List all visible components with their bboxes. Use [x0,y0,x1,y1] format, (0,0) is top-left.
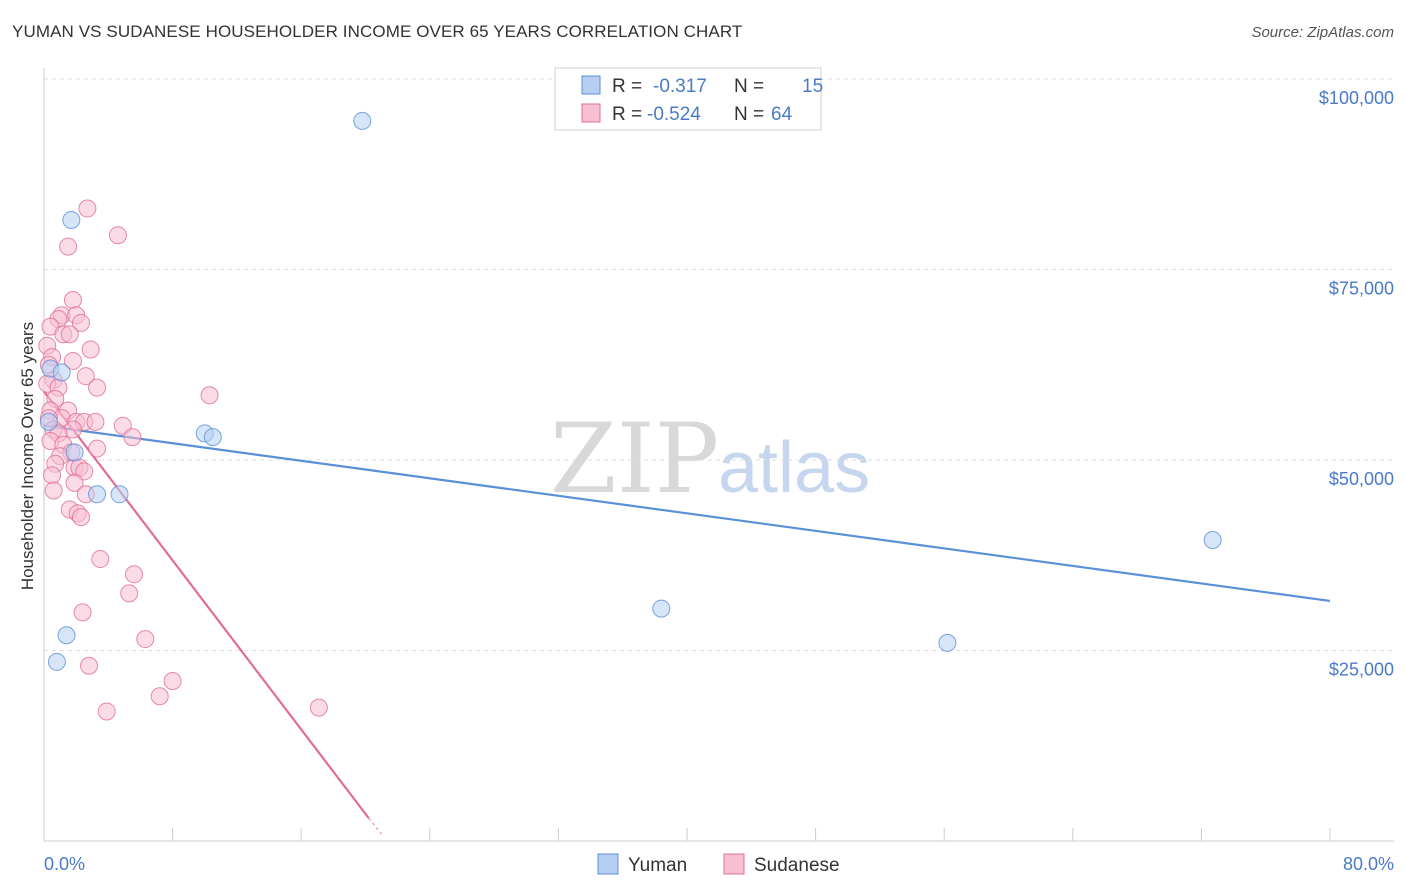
bottom-legend-swatch-sudanese [723,853,745,875]
point-yuman-0 [353,111,372,130]
point-sudanese-37 [88,439,107,458]
legend-swatch-yuman [581,75,601,95]
legend-n-label-yuman: N = [734,76,764,97]
legend-n-value-yuman: 15 [802,76,823,97]
bottom-legend-label-sudanese: Sudanese [754,855,840,876]
legend-r-label-sudanese: R = [612,104,642,125]
point-sudanese-10 [60,325,79,344]
trend-line-ext-sudanese [368,817,383,835]
point-sudanese-44 [43,466,62,485]
point-sudanese-34 [123,428,142,447]
y-tick-label-50000: $50,000 [1329,469,1394,489]
point-sudanese-60 [309,698,328,717]
point-yuman-1 [62,210,81,229]
point-yuman-13 [938,633,957,652]
point-sudanese-16 [76,367,95,386]
point-sudanese-50 [71,508,90,527]
watermark-atlas: atlas [718,428,870,508]
x-tick-label-min: 0.0% [44,854,85,874]
trend-line-yuman [43,424,1331,603]
watermark-zip: ZIP [550,403,719,515]
point-yuman-14 [1203,531,1222,550]
point-sudanese-1 [108,226,127,245]
point-sudanese-20 [88,378,107,397]
bottom-legend-swatch-yuman [597,853,619,875]
point-sudanese-53 [120,584,139,603]
point-yuman-6 [203,428,222,447]
point-sudanese-59 [97,702,116,721]
point-sudanese-54 [73,603,92,622]
point-yuman-4 [39,412,58,431]
point-sudanese-29 [86,412,105,431]
point-sudanese-55 [136,630,155,649]
point-yuman-7 [65,443,84,462]
point-sudanese-7 [71,313,90,332]
point-sudanese-14 [63,351,82,370]
point-yuman-12 [652,599,671,618]
grid-layer [44,78,1394,651]
point-yuman-9 [110,485,129,504]
chart-source: Source: ZipAtlas.com [1251,24,1394,41]
point-sudanese-56 [80,656,99,675]
legend-r-label-yuman: R = [612,76,642,97]
chart-title: YUMAN VS SUDANESE HOUSEHOLDER INCOME OVE… [12,22,743,41]
axis-layer: $25,000 $50,000 $75,000 $100,000 [43,68,1394,842]
point-sudanese-52 [125,565,144,584]
point-sudanese-57 [163,671,182,690]
point-sudanese-2 [59,237,78,256]
point-sudanese-51 [91,550,110,569]
legend-r-value-yuman: -0.317 [653,76,707,97]
y-tick-label-75000: $75,000 [1329,279,1394,299]
point-sudanese-21 [200,386,219,405]
y-tick-label-100000: $100,000 [1319,88,1394,108]
point-yuman-3 [52,363,71,382]
trend-line-sudanese [43,390,370,819]
point-sudanese-12 [81,340,100,359]
point-sudanese-58 [150,687,169,706]
points-layer [38,111,1222,721]
y-tick-label-25000: $25,000 [1329,660,1394,680]
point-yuman-11 [47,652,66,671]
point-sudanese-3 [63,290,82,309]
point-sudanese-0 [78,199,97,218]
x-tick-label-max: 80.0% [1343,854,1394,874]
bottom-legend-label-yuman: Yuman [628,855,687,876]
legend-n-value-sudanese: 64 [771,104,793,125]
legend-n-label-sudanese: N = [734,104,764,125]
legend-r-value-sudanese: -0.524 [647,104,701,125]
point-sudanese-46 [44,481,63,500]
point-yuman-10 [57,626,76,645]
legend-swatch-sudanese [581,103,601,123]
legend-box: R = -0.317 N = 15 R = -0.524 N = 64 [554,67,823,131]
y-axis-label: Householder Income Over 65 years [18,322,37,590]
point-sudanese-45 [65,473,84,492]
trend-layer [43,390,1331,835]
bottom-legend: Yuman Sudanese [597,853,840,876]
point-yuman-8 [88,485,107,504]
